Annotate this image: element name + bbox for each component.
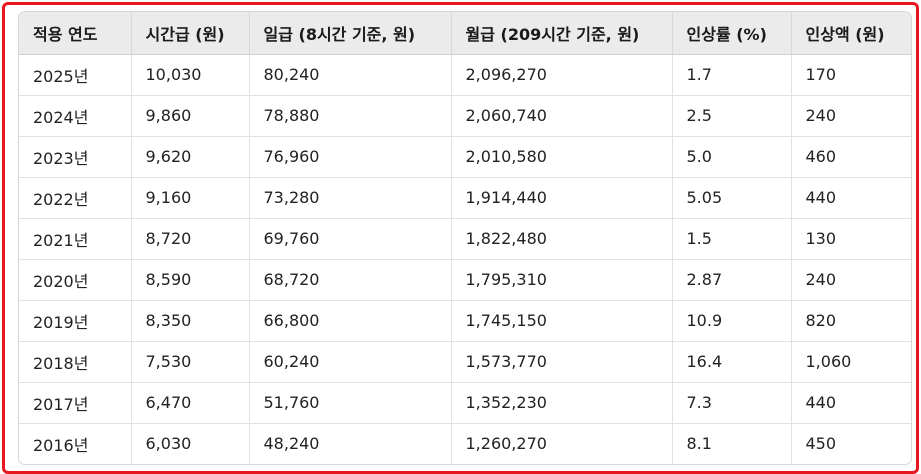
cell-year: 2019년	[19, 300, 132, 342]
cell-hourly-wage: 8,350	[131, 300, 250, 342]
cell-increase-amount: 440	[791, 382, 911, 424]
table-row: 2019년 8,350 66,800 1,745,150 10.9 820	[19, 300, 911, 342]
cell-daily-wage: 60,240	[249, 341, 452, 383]
cell-increase-amount: 240	[791, 95, 911, 137]
cell-hourly-wage: 6,470	[131, 382, 250, 424]
header-monthly-wage: 월급 (209시간 기준, 원)	[451, 12, 673, 55]
header-increase-amount: 인상액 (원)	[791, 12, 911, 55]
cell-daily-wage: 73,280	[249, 177, 452, 219]
cell-year: 2021년	[19, 218, 132, 260]
cell-hourly-wage: 8,720	[131, 218, 250, 260]
cell-increase-rate: 2.87	[672, 259, 792, 301]
cell-hourly-wage: 8,590	[131, 259, 250, 301]
cell-monthly-wage: 2,060,740	[451, 95, 673, 137]
cell-year: 2023년	[19, 136, 132, 178]
cell-daily-wage: 76,960	[249, 136, 452, 178]
cell-increase-rate: 5.05	[672, 177, 792, 219]
cell-hourly-wage: 9,860	[131, 95, 250, 137]
header-increase-rate: 인상률 (%)	[672, 12, 792, 55]
cell-increase-rate: 1.5	[672, 218, 792, 260]
cell-monthly-wage: 1,352,230	[451, 382, 673, 424]
table-row: 2016년 6,030 48,240 1,260,270 8.1 450	[19, 423, 911, 464]
cell-daily-wage: 66,800	[249, 300, 452, 342]
cell-increase-rate: 1.7	[672, 54, 792, 96]
table-row: 2023년 9,620 76,960 2,010,580 5.0 460	[19, 136, 911, 178]
header-daily-wage: 일급 (8시간 기준, 원)	[249, 12, 452, 55]
table-row: 2024년 9,860 78,880 2,060,740 2.5 240	[19, 95, 911, 137]
cell-monthly-wage: 1,260,270	[451, 423, 673, 464]
cell-monthly-wage: 2,096,270	[451, 54, 673, 96]
cell-increase-rate: 7.3	[672, 382, 792, 424]
cell-daily-wage: 68,720	[249, 259, 452, 301]
cell-daily-wage: 78,880	[249, 95, 452, 137]
cell-increase-amount: 460	[791, 136, 911, 178]
wage-table-container: 적용 연도 시간급 (원) 일급 (8시간 기준, 원) 월급 (209시간 기…	[18, 11, 912, 465]
cell-year: 2022년	[19, 177, 132, 219]
cell-increase-amount: 820	[791, 300, 911, 342]
header-hourly-wage: 시간급 (원)	[131, 12, 250, 55]
table-row: 2021년 8,720 69,760 1,822,480 1.5 130	[19, 218, 911, 260]
cell-year: 2020년	[19, 259, 132, 301]
table-row: 2017년 6,470 51,760 1,352,230 7.3 440	[19, 382, 911, 424]
cell-hourly-wage: 9,620	[131, 136, 250, 178]
cell-monthly-wage: 1,573,770	[451, 341, 673, 383]
cell-increase-amount: 440	[791, 177, 911, 219]
cell-daily-wage: 51,760	[249, 382, 452, 424]
cell-increase-rate: 2.5	[672, 95, 792, 137]
cell-increase-amount: 1,060	[791, 341, 911, 383]
cell-daily-wage: 48,240	[249, 423, 452, 464]
cell-increase-rate: 16.4	[672, 341, 792, 383]
table-header-row: 적용 연도 시간급 (원) 일급 (8시간 기준, 원) 월급 (209시간 기…	[19, 12, 911, 55]
header-year: 적용 연도	[19, 12, 132, 55]
cell-increase-amount: 170	[791, 54, 911, 96]
cell-increase-amount: 130	[791, 218, 911, 260]
table-row: 2018년 7,530 60,240 1,573,770 16.4 1,060	[19, 341, 911, 383]
table-row: 2025년 10,030 80,240 2,096,270 1.7 170	[19, 54, 911, 96]
cell-hourly-wage: 10,030	[131, 54, 250, 96]
cell-hourly-wage: 9,160	[131, 177, 250, 219]
cell-monthly-wage: 1,914,440	[451, 177, 673, 219]
cell-monthly-wage: 1,822,480	[451, 218, 673, 260]
table-row: 2022년 9,160 73,280 1,914,440 5.05 440	[19, 177, 911, 219]
cell-hourly-wage: 7,530	[131, 341, 250, 383]
cell-increase-amount: 240	[791, 259, 911, 301]
table-row: 2020년 8,590 68,720 1,795,310 2.87 240	[19, 259, 911, 301]
cell-monthly-wage: 2,010,580	[451, 136, 673, 178]
cell-increase-rate: 5.0	[672, 136, 792, 178]
cell-monthly-wage: 1,795,310	[451, 259, 673, 301]
cell-year: 2016년	[19, 423, 132, 464]
cell-increase-rate: 8.1	[672, 423, 792, 464]
cell-year: 2024년	[19, 95, 132, 137]
cell-daily-wage: 80,240	[249, 54, 452, 96]
cell-year: 2018년	[19, 341, 132, 383]
cell-increase-rate: 10.9	[672, 300, 792, 342]
cell-year: 2025년	[19, 54, 132, 96]
minimum-wage-table: 적용 연도 시간급 (원) 일급 (8시간 기준, 원) 월급 (209시간 기…	[19, 12, 911, 464]
cell-hourly-wage: 6,030	[131, 423, 250, 464]
cell-daily-wage: 69,760	[249, 218, 452, 260]
cell-year: 2017년	[19, 382, 132, 424]
cell-monthly-wage: 1,745,150	[451, 300, 673, 342]
cell-increase-amount: 450	[805, 434, 837, 454]
